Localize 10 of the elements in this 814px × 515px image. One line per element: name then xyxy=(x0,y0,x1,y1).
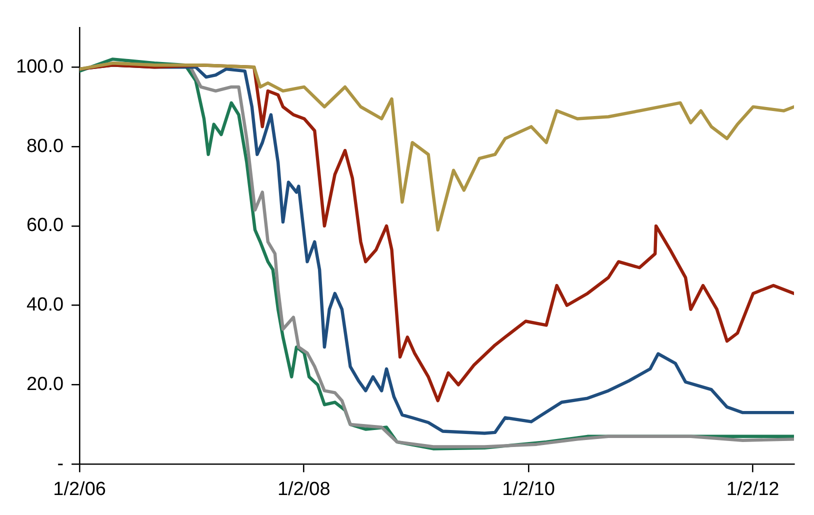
y-tick-label: 40.0 xyxy=(26,294,64,316)
y-tick-label: 100.0 xyxy=(16,56,64,78)
y-tick-label: 60.0 xyxy=(26,215,64,236)
y-tick-label: 20.0 xyxy=(26,374,64,396)
x-tick-label: 1/2/10 xyxy=(502,478,555,500)
x-tick-label: 1/2/08 xyxy=(277,478,330,500)
y-tick-label: - xyxy=(57,453,64,474)
y-tick-label: 80.0 xyxy=(26,136,64,157)
x-tick-label: 1/2/06 xyxy=(53,478,106,500)
x-tick-label: 1/2/12 xyxy=(726,478,780,500)
